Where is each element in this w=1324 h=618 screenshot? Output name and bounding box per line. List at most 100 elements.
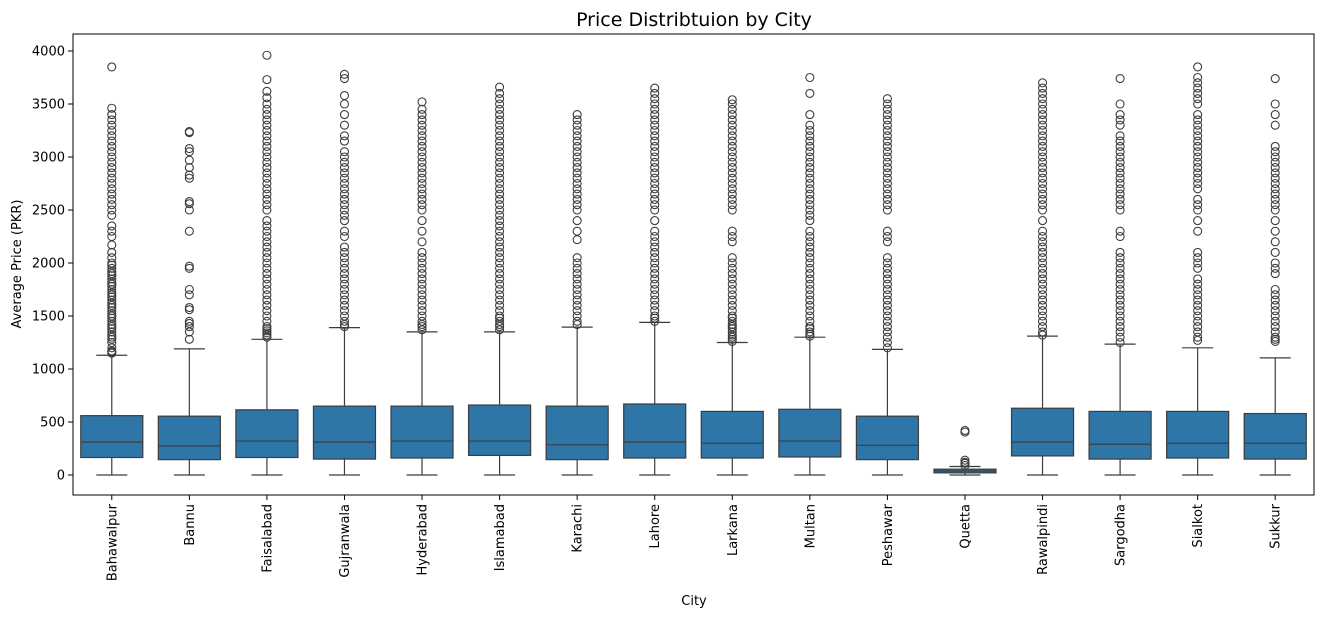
outlier-point [650, 178, 660, 189]
outlier-point [727, 115, 737, 125]
outlier-point [1193, 152, 1203, 162]
outlier-point [1270, 237, 1280, 247]
outlier-point [184, 284, 194, 295]
x-tick-label: Quetta [958, 504, 973, 549]
outlier-point [107, 110, 117, 120]
outlier-point [1037, 231, 1048, 242]
outlier-point [727, 205, 737, 215]
box-group [623, 83, 687, 476]
outlier-point [1193, 120, 1203, 130]
outlier-point [262, 141, 272, 151]
outlier-point [495, 194, 505, 204]
outlier-point [727, 300, 737, 310]
outlier-point [1270, 226, 1280, 236]
outlier-point [1037, 200, 1048, 210]
outlier-point [882, 306, 892, 316]
box-iqr [1243, 412, 1307, 460]
x-tick-label: Sargodha [1114, 504, 1129, 566]
outlier-point [262, 263, 272, 273]
outlier-point [727, 226, 737, 236]
outlier-point [727, 173, 737, 183]
outlier-point [650, 216, 660, 226]
box-iqr [1088, 410, 1152, 460]
outlier-point [1193, 306, 1203, 316]
outlier-point [1270, 147, 1280, 157]
outlier-point [805, 279, 815, 289]
outlier-point [727, 184, 737, 194]
outlier-point [572, 168, 582, 178]
outlier-point [650, 110, 660, 120]
outlier-point [1037, 300, 1048, 310]
outlier-point [1115, 147, 1125, 157]
outlier-point [107, 253, 117, 263]
outlier-point [262, 86, 272, 96]
outlier-point [650, 120, 660, 130]
outlier-point [495, 221, 505, 231]
outlier-point [339, 311, 350, 321]
outlier-point [727, 306, 737, 316]
outlier-point [1193, 131, 1203, 141]
outlier-point [727, 131, 737, 141]
outlier-point [572, 120, 582, 130]
outlier-point [1193, 279, 1203, 289]
outlier-point [1037, 78, 1048, 88]
outlier-point [727, 290, 737, 300]
outlier-point [495, 210, 505, 220]
outlier-point [262, 316, 272, 326]
outlier-point [495, 163, 505, 173]
outlier-point [727, 189, 737, 199]
outlier-point [1193, 247, 1203, 257]
y-axis-label: Average Price (PKR) [10, 200, 25, 329]
outlier-point [107, 163, 117, 173]
outlier-point [339, 74, 350, 84]
x-tick-label: Sukkur [1269, 503, 1284, 548]
outlier-point [184, 170, 194, 180]
outlier-point [417, 194, 427, 204]
outlier-point [727, 231, 737, 242]
outlier-point [339, 120, 350, 130]
outlier-point [650, 152, 660, 162]
outlier-point [262, 279, 272, 289]
outlier-point [417, 141, 427, 151]
outlier-point [1037, 184, 1048, 194]
outlier-point [1270, 110, 1280, 120]
outlier-point [805, 110, 815, 120]
outlier-point [882, 263, 892, 273]
outlier-point [495, 306, 505, 316]
outlier-point [805, 205, 815, 215]
outlier-point [262, 306, 272, 316]
outlier-point [495, 152, 505, 162]
outlier-point [650, 242, 660, 252]
outlier-point [650, 163, 660, 173]
outlier-point [1115, 152, 1125, 162]
outlier-point [650, 226, 660, 236]
outlier-point [1270, 216, 1280, 226]
outlier-point [1193, 322, 1203, 332]
outlier-point [495, 226, 505, 236]
outlier-point [262, 258, 272, 268]
outlier-point [262, 295, 272, 305]
outlier-point [107, 147, 117, 157]
outlier-point [1115, 269, 1125, 279]
outlier-point [339, 178, 350, 189]
outlier-point [262, 194, 272, 204]
outlier-point [1193, 173, 1203, 183]
box-group [855, 94, 920, 476]
outlier-point [882, 125, 892, 136]
outlier-point [107, 295, 117, 305]
outlier-point [882, 184, 892, 194]
outlier-point [339, 210, 350, 220]
outlier-point [882, 231, 892, 242]
outlier-point [417, 258, 427, 268]
outlier-point [339, 274, 350, 284]
outlier-point [1115, 178, 1125, 189]
outlier-point [495, 279, 505, 289]
outlier-point [1037, 311, 1048, 321]
outlier-point [1115, 337, 1125, 348]
outlier-point [339, 205, 350, 215]
outlier-point [572, 131, 582, 141]
outlier-point [805, 178, 815, 189]
box-group [700, 95, 764, 476]
outlier-point [1037, 99, 1048, 109]
